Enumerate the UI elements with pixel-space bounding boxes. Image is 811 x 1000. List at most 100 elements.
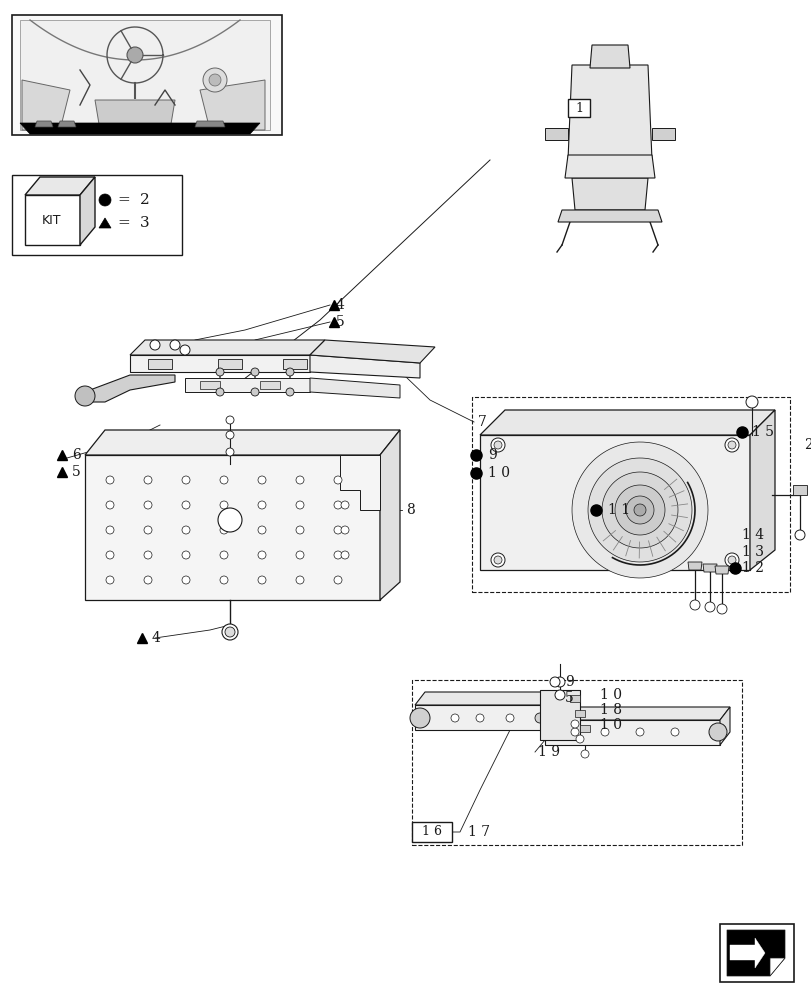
Text: KIT: KIT: [42, 214, 62, 227]
Circle shape: [341, 501, 349, 509]
Text: 9: 9: [487, 448, 496, 462]
Circle shape: [296, 476, 303, 484]
Circle shape: [144, 551, 152, 559]
Text: 1 9: 1 9: [538, 745, 560, 759]
Polygon shape: [571, 178, 647, 210]
Circle shape: [106, 526, 114, 534]
Circle shape: [220, 501, 228, 509]
Polygon shape: [310, 340, 435, 363]
Circle shape: [708, 723, 726, 741]
Text: =: =: [117, 193, 130, 207]
Polygon shape: [651, 128, 674, 140]
Bar: [12, 15, 281, 135]
Circle shape: [600, 728, 608, 736]
Circle shape: [493, 441, 501, 449]
Text: 1 0: 1 0: [487, 466, 509, 480]
Circle shape: [251, 368, 259, 376]
Polygon shape: [590, 45, 629, 68]
Text: 3: 3: [139, 216, 149, 230]
Circle shape: [341, 526, 349, 534]
Bar: [411, 680, 741, 845]
Polygon shape: [568, 65, 651, 160]
Circle shape: [182, 501, 190, 509]
Polygon shape: [633, 504, 646, 516]
Polygon shape: [479, 410, 774, 435]
Polygon shape: [587, 458, 691, 562]
Circle shape: [716, 604, 726, 614]
Circle shape: [333, 551, 341, 559]
Text: 5: 5: [564, 691, 573, 705]
Text: 1 6: 1 6: [422, 825, 441, 838]
Circle shape: [99, 194, 111, 206]
Polygon shape: [574, 710, 584, 717]
Bar: [12, 175, 182, 255]
Circle shape: [285, 368, 294, 376]
Circle shape: [144, 576, 152, 584]
Circle shape: [670, 728, 678, 736]
Polygon shape: [35, 121, 53, 127]
Circle shape: [285, 388, 294, 396]
Polygon shape: [414, 705, 544, 730]
Text: =: =: [117, 216, 130, 230]
Circle shape: [220, 476, 228, 484]
Text: 9: 9: [564, 675, 573, 689]
Polygon shape: [195, 121, 225, 127]
Polygon shape: [20, 123, 260, 134]
Polygon shape: [729, 938, 764, 968]
Polygon shape: [25, 195, 80, 245]
Circle shape: [203, 68, 227, 92]
Bar: [471, 397, 789, 592]
Circle shape: [724, 553, 738, 567]
Circle shape: [575, 735, 583, 743]
Text: 8: 8: [406, 503, 414, 517]
Circle shape: [554, 677, 564, 687]
Circle shape: [333, 526, 341, 534]
Polygon shape: [625, 496, 653, 524]
Circle shape: [221, 624, 238, 640]
Bar: [260, 381, 280, 389]
Circle shape: [333, 476, 341, 484]
Text: 1 8: 1 8: [599, 703, 621, 717]
Circle shape: [216, 368, 224, 376]
Polygon shape: [702, 564, 716, 572]
Circle shape: [570, 728, 578, 736]
Polygon shape: [719, 707, 729, 745]
Circle shape: [106, 551, 114, 559]
Polygon shape: [380, 430, 400, 600]
Bar: [217, 359, 242, 369]
Text: 1 5: 1 5: [751, 425, 773, 439]
Polygon shape: [414, 692, 554, 705]
Circle shape: [296, 551, 303, 559]
Polygon shape: [714, 566, 728, 574]
Circle shape: [220, 526, 228, 534]
Circle shape: [724, 438, 738, 452]
Circle shape: [220, 551, 228, 559]
Circle shape: [581, 750, 588, 758]
Text: 1 0: 1 0: [599, 718, 621, 732]
Polygon shape: [769, 958, 784, 976]
Circle shape: [450, 714, 458, 722]
Circle shape: [727, 441, 735, 449]
Circle shape: [333, 576, 341, 584]
Polygon shape: [571, 442, 707, 578]
Bar: [283, 359, 307, 369]
Circle shape: [216, 388, 224, 396]
Polygon shape: [22, 80, 70, 130]
Circle shape: [75, 386, 95, 406]
Circle shape: [296, 576, 303, 584]
Bar: [411, 822, 452, 842]
Circle shape: [144, 476, 152, 484]
Polygon shape: [544, 720, 719, 745]
Polygon shape: [85, 455, 380, 600]
Polygon shape: [130, 355, 310, 372]
Circle shape: [150, 340, 160, 350]
Circle shape: [333, 501, 341, 509]
Polygon shape: [99, 218, 111, 228]
Circle shape: [220, 576, 228, 584]
Text: 4: 4: [152, 631, 161, 645]
Circle shape: [144, 526, 152, 534]
Circle shape: [182, 576, 190, 584]
Bar: [568, 99, 590, 117]
Circle shape: [182, 551, 190, 559]
Polygon shape: [726, 930, 784, 976]
